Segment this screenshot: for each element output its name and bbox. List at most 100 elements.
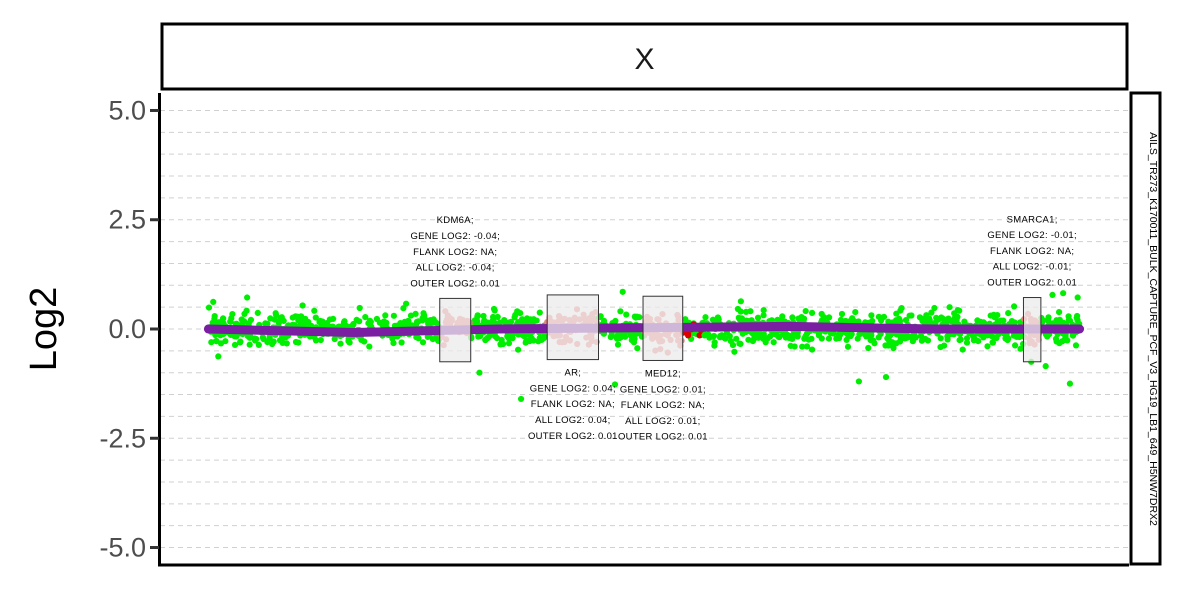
data-point: [716, 334, 724, 341]
data-point: [1042, 363, 1049, 370]
data-point: [682, 316, 689, 323]
data-point: [511, 314, 518, 321]
data-point: [1053, 317, 1060, 324]
data-point: [398, 339, 405, 346]
gene-annotation-line: OUTER LOG2: 0.01: [618, 432, 708, 443]
data-point: [280, 317, 287, 324]
data-point: [951, 310, 958, 317]
data-point: [937, 344, 944, 351]
data-point: [474, 312, 481, 319]
data-point: [1061, 336, 1068, 344]
data-point: [614, 335, 621, 342]
data-point: [805, 336, 812, 343]
data-point: [361, 338, 368, 345]
gene-annotation-line: FLANK LOG2: NA;: [621, 400, 705, 411]
data-point: [1017, 345, 1024, 352]
data-point: [1073, 314, 1080, 321]
data-point: [771, 330, 778, 338]
data-point: [341, 318, 348, 325]
data-point: [935, 316, 942, 323]
data-point: [212, 338, 220, 345]
data-point: [1065, 316, 1072, 324]
data-point: [951, 315, 958, 322]
data-point: [889, 339, 896, 346]
data-point: [1066, 380, 1074, 387]
data-point: [229, 311, 236, 318]
data-point: [844, 343, 852, 350]
data-point: [517, 310, 524, 317]
data-point: [818, 335, 825, 342]
data-point: [298, 313, 305, 320]
data-point: [803, 343, 811, 350]
data-point: [946, 304, 953, 311]
data-point: [760, 312, 767, 319]
data-point: [474, 318, 481, 325]
data-point: [848, 331, 855, 338]
y-tick-label: 0.0: [108, 314, 146, 344]
data-point: [326, 316, 333, 323]
data-point: [928, 309, 935, 316]
data-point: [486, 332, 493, 340]
data-point: [925, 315, 933, 322]
data-point: [842, 317, 849, 325]
data-point: [852, 309, 859, 316]
data-point: [476, 369, 483, 376]
gene-annotation-line: FLANK LOG2: NA;: [990, 246, 1074, 257]
data-point: [403, 300, 410, 307]
data-point: [597, 313, 604, 320]
data-point: [210, 298, 217, 306]
data-point: [760, 307, 767, 314]
data-point: [246, 341, 253, 348]
data-point: [980, 332, 987, 339]
data-point: [957, 336, 964, 343]
data-point: [413, 321, 420, 328]
data-point: [1053, 338, 1060, 345]
gene-annotation-line: AR;: [564, 368, 581, 379]
data-point: [803, 330, 811, 337]
data-point: [622, 333, 629, 340]
data-point: [295, 339, 302, 346]
data-point: [211, 313, 218, 320]
data-point: [373, 315, 380, 323]
data-point: [275, 319, 282, 326]
side-strip: AILS_TR273_K170011_BULK_CAPTURE_PCF_V3_H…: [1129, 91, 1162, 566]
data-point: [901, 335, 909, 342]
data-point: [273, 312, 280, 319]
data-point: [802, 308, 809, 315]
data-point: [770, 339, 777, 346]
data-point: [608, 332, 615, 339]
data-point: [482, 320, 489, 327]
data-point: [614, 341, 622, 348]
data-point: [989, 339, 996, 346]
data-point: [779, 313, 786, 320]
data-point: [231, 333, 238, 340]
gene-annotation-line: MED12;: [645, 368, 681, 379]
data-point: [795, 315, 802, 322]
data-point: [237, 339, 244, 346]
data-point: [875, 334, 882, 341]
genes-layer: [439, 294, 1042, 363]
data-point: [241, 310, 248, 317]
data-point: [362, 314, 369, 321]
data-point: [515, 319, 522, 326]
gene-box: [642, 295, 684, 361]
side-strip-label: AILS_TR273_K170011_BULK_CAPTURE_PCF_V3_H…: [1147, 132, 1159, 526]
data-point: [419, 339, 427, 346]
data-point: [379, 322, 386, 329]
data-point: [835, 335, 843, 342]
data-point: [1040, 317, 1047, 324]
gene-box: [439, 297, 472, 363]
gene-annotation-line: OUTER LOG2: 0.01: [987, 278, 1077, 289]
data-point: [600, 317, 608, 324]
data-point: [619, 288, 626, 295]
gene-annotation-line: GENE LOG2: 0.04;: [530, 383, 616, 394]
data-point: [220, 315, 227, 322]
data-point: [255, 341, 262, 348]
data-point: [292, 313, 299, 320]
data-point: [496, 319, 504, 326]
data-point: [875, 313, 883, 320]
data-point: [959, 346, 966, 353]
data-point: [337, 340, 344, 347]
data-point: [1005, 310, 1012, 317]
